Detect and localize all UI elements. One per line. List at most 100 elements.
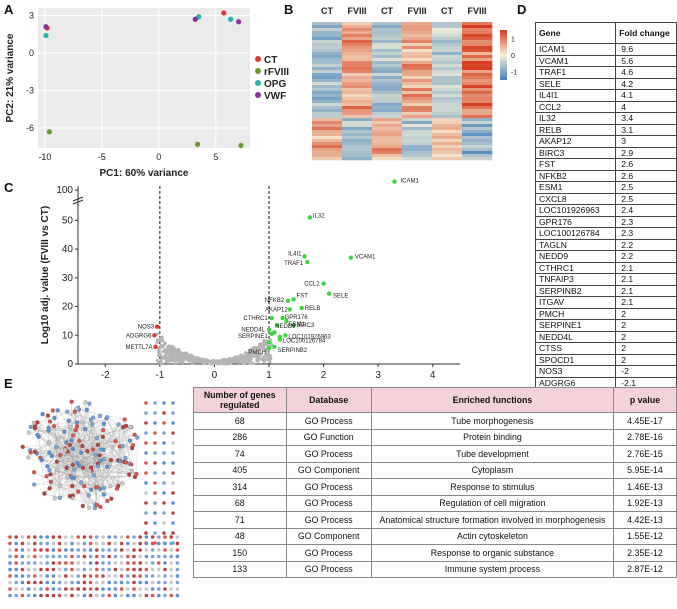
network-node [64,567,68,572]
network-node [153,521,157,525]
network-node [94,436,100,441]
heatmap-cell [372,103,403,107]
database-cell: GO Process [285,478,372,496]
network-node [150,567,155,572]
gene-name: NEDD4L [534,330,617,343]
network-node [88,587,93,591]
network-node [8,535,12,539]
network-node [70,567,74,572]
network-node [45,535,49,539]
heatmap-cell [312,130,343,134]
network-node [138,548,142,552]
enrichment-row: 150 GO Process Response to organic substan… [193,544,677,562]
network-node [101,580,105,585]
network-node [64,554,68,559]
network-node [95,548,99,552]
network-node [144,491,148,495]
network-node [82,580,87,585]
gene-name: SERPINB2 [534,284,617,297]
heatmap-cell [462,133,493,137]
p-value-cell: 1.46E-13 [612,478,677,496]
network-node [171,511,175,515]
heatmap-cell [372,94,403,98]
heatmap-cell [372,37,403,41]
heatmap-cell [462,73,493,77]
heatmap-cell [462,130,493,134]
heatmap-cell [462,103,493,107]
num-genes-cell: 71 [193,511,287,529]
p-value-cell: 5.95E-14 [612,461,677,479]
network-node [57,554,62,559]
heatmap-cell [342,109,373,113]
heatmap-cell [312,157,343,161]
heatmap-cell [462,139,493,143]
volcano-xtick-label: 3 [375,370,381,378]
network-edge [73,403,90,478]
fold-change-value: 2.9 [615,146,677,159]
network-node [57,535,62,539]
volcano-up-point [285,298,291,303]
network-node [14,574,18,578]
gene-name: FST [534,158,617,171]
network-edge [47,466,67,468]
network-node [48,472,53,477]
pca-point-rfviii [238,142,244,149]
network-node [57,580,62,585]
network-edge [42,414,66,451]
gene-name: IL4I1 [534,89,617,102]
network-node [129,468,134,473]
network-node [126,587,130,591]
volcano-grey-point [175,355,180,359]
network-node [119,580,124,585]
heatmap-cell [312,136,343,140]
volcano-gene-label: LOC100126784 [283,339,326,345]
enriched-function-cell: Immune system process [370,560,614,578]
panel-letter-d: D [517,2,527,17]
volcano-grey-point [219,359,223,363]
network-edge [44,451,68,494]
volcano-ytick-label: 30 [62,273,74,284]
gene-name: CCL2 [534,100,617,113]
heatmap-cell [402,115,433,119]
network-node [162,401,166,405]
heatmap-cell [462,70,493,74]
heatmap-cell [372,115,403,119]
p-value-cell: 2.78E-16 [612,428,677,446]
network-node [70,541,74,546]
volcano-grey-point [258,352,262,356]
heatmap-cell [462,157,493,161]
gene-name: TRAF1 [534,66,617,79]
network-node [95,561,99,565]
network-node [107,580,111,585]
heatmap-cell [342,25,373,29]
network-node [88,554,93,559]
volcano-gene-label: METTL7A [125,345,152,351]
network-node [26,535,31,539]
enrichment-row: 68 GO Process Tube morphogenesis 4.45E-17 [193,412,677,430]
network-edge [74,427,124,470]
volcano-grey-point [262,338,266,343]
heatmap-cell [372,82,403,86]
volcano-ytick-label: 10 [62,330,74,341]
heatmap-cell [402,61,433,65]
pca-legend-label: rFVIII [264,67,289,78]
network-edge [89,470,105,488]
volcano-grey-point [257,345,261,349]
network-node [33,541,37,546]
volcano-grey-point [261,344,265,348]
network-node [169,567,173,572]
volcano-grey-point [201,360,205,364]
network-node [82,567,87,572]
network-node [162,531,166,535]
network-node [163,535,167,539]
heatmap-cell [312,22,343,26]
heatmap-column-label: CT [321,6,333,16]
network-node [47,468,52,473]
network-node [153,411,157,415]
gene-name: LOC100126784 [534,227,617,240]
network-node [171,421,175,425]
pca-y-label: PC2: 21% variance [5,33,16,122]
network-node [97,413,103,419]
heatmap-cell [462,31,493,35]
fold-change-value: 5.6 [615,54,677,67]
